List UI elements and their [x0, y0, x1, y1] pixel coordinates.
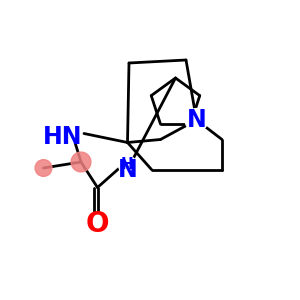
Circle shape [88, 214, 106, 232]
Circle shape [52, 125, 74, 148]
Circle shape [71, 152, 91, 172]
Text: N: N [187, 108, 206, 132]
Text: H: H [121, 157, 134, 172]
Text: O: O [86, 209, 109, 238]
Circle shape [185, 109, 208, 131]
Text: N: N [118, 158, 137, 182]
Circle shape [35, 160, 52, 176]
Text: HN: HN [43, 124, 83, 148]
Circle shape [118, 156, 136, 174]
